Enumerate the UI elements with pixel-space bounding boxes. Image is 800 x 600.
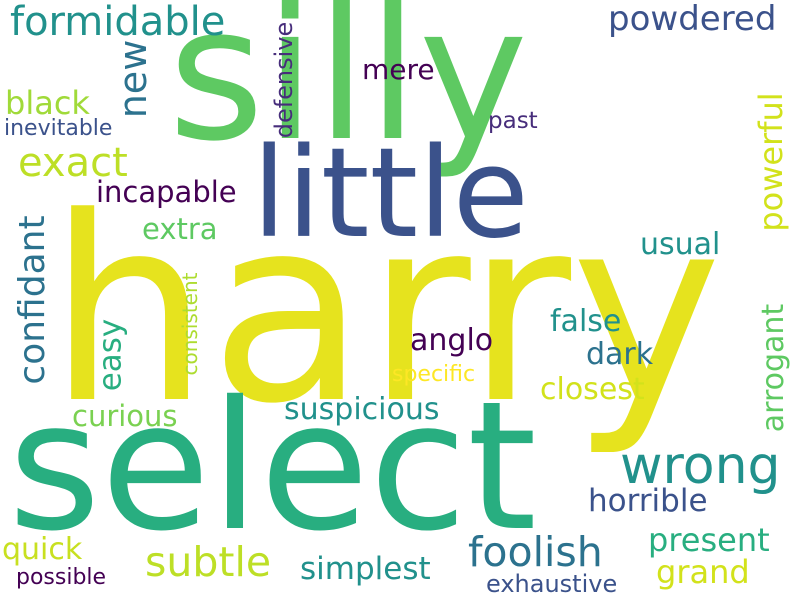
word-dark: dark bbox=[586, 337, 654, 372]
word-powdered: powdered bbox=[608, 0, 777, 39]
word-arrogant: arrogant bbox=[756, 303, 791, 433]
word-extra: extra bbox=[142, 212, 218, 246]
word-black: black bbox=[5, 84, 90, 122]
word-easy: easy bbox=[92, 318, 129, 392]
word-horrible: horrible bbox=[588, 483, 708, 519]
word-foolish: foolish bbox=[468, 528, 603, 576]
word-wrong: wrong bbox=[620, 436, 781, 496]
word-subtle: subtle bbox=[145, 538, 272, 586]
word-powerful: powerful bbox=[752, 92, 790, 232]
word-possible: possible bbox=[16, 565, 107, 590]
word-exhaustive: exhaustive bbox=[486, 570, 618, 598]
word-exact: exact bbox=[18, 140, 128, 186]
word-mere: mere bbox=[362, 53, 435, 86]
word-silly: silly bbox=[168, 0, 529, 182]
word-new: new bbox=[111, 39, 155, 119]
word-consistent: consistent bbox=[178, 272, 202, 376]
word-grand: grand bbox=[656, 553, 750, 591]
word-past: past bbox=[488, 108, 538, 134]
word-anglo: anglo bbox=[410, 323, 494, 358]
word-select: select bbox=[8, 363, 537, 570]
word-little: little bbox=[252, 122, 529, 266]
word-usual: usual bbox=[640, 227, 721, 262]
word-false: false bbox=[550, 304, 622, 339]
word-harry: harry bbox=[48, 163, 722, 460]
word-suspicious: suspicious bbox=[284, 392, 440, 427]
word-simplest: simplest bbox=[300, 551, 431, 587]
word-curious: curious bbox=[72, 399, 178, 433]
word-present: present bbox=[648, 521, 770, 559]
word-closest: closest bbox=[540, 372, 645, 407]
word-incapable: incapable bbox=[96, 175, 237, 209]
word-inevitable: inevitable bbox=[4, 116, 113, 141]
word-specific: specific bbox=[392, 362, 476, 387]
word-confidant: confidant bbox=[12, 215, 53, 385]
word-defensive: defensive bbox=[270, 21, 298, 139]
word-formidable: formidable bbox=[10, 0, 226, 45]
word-quick: quick bbox=[2, 532, 83, 567]
